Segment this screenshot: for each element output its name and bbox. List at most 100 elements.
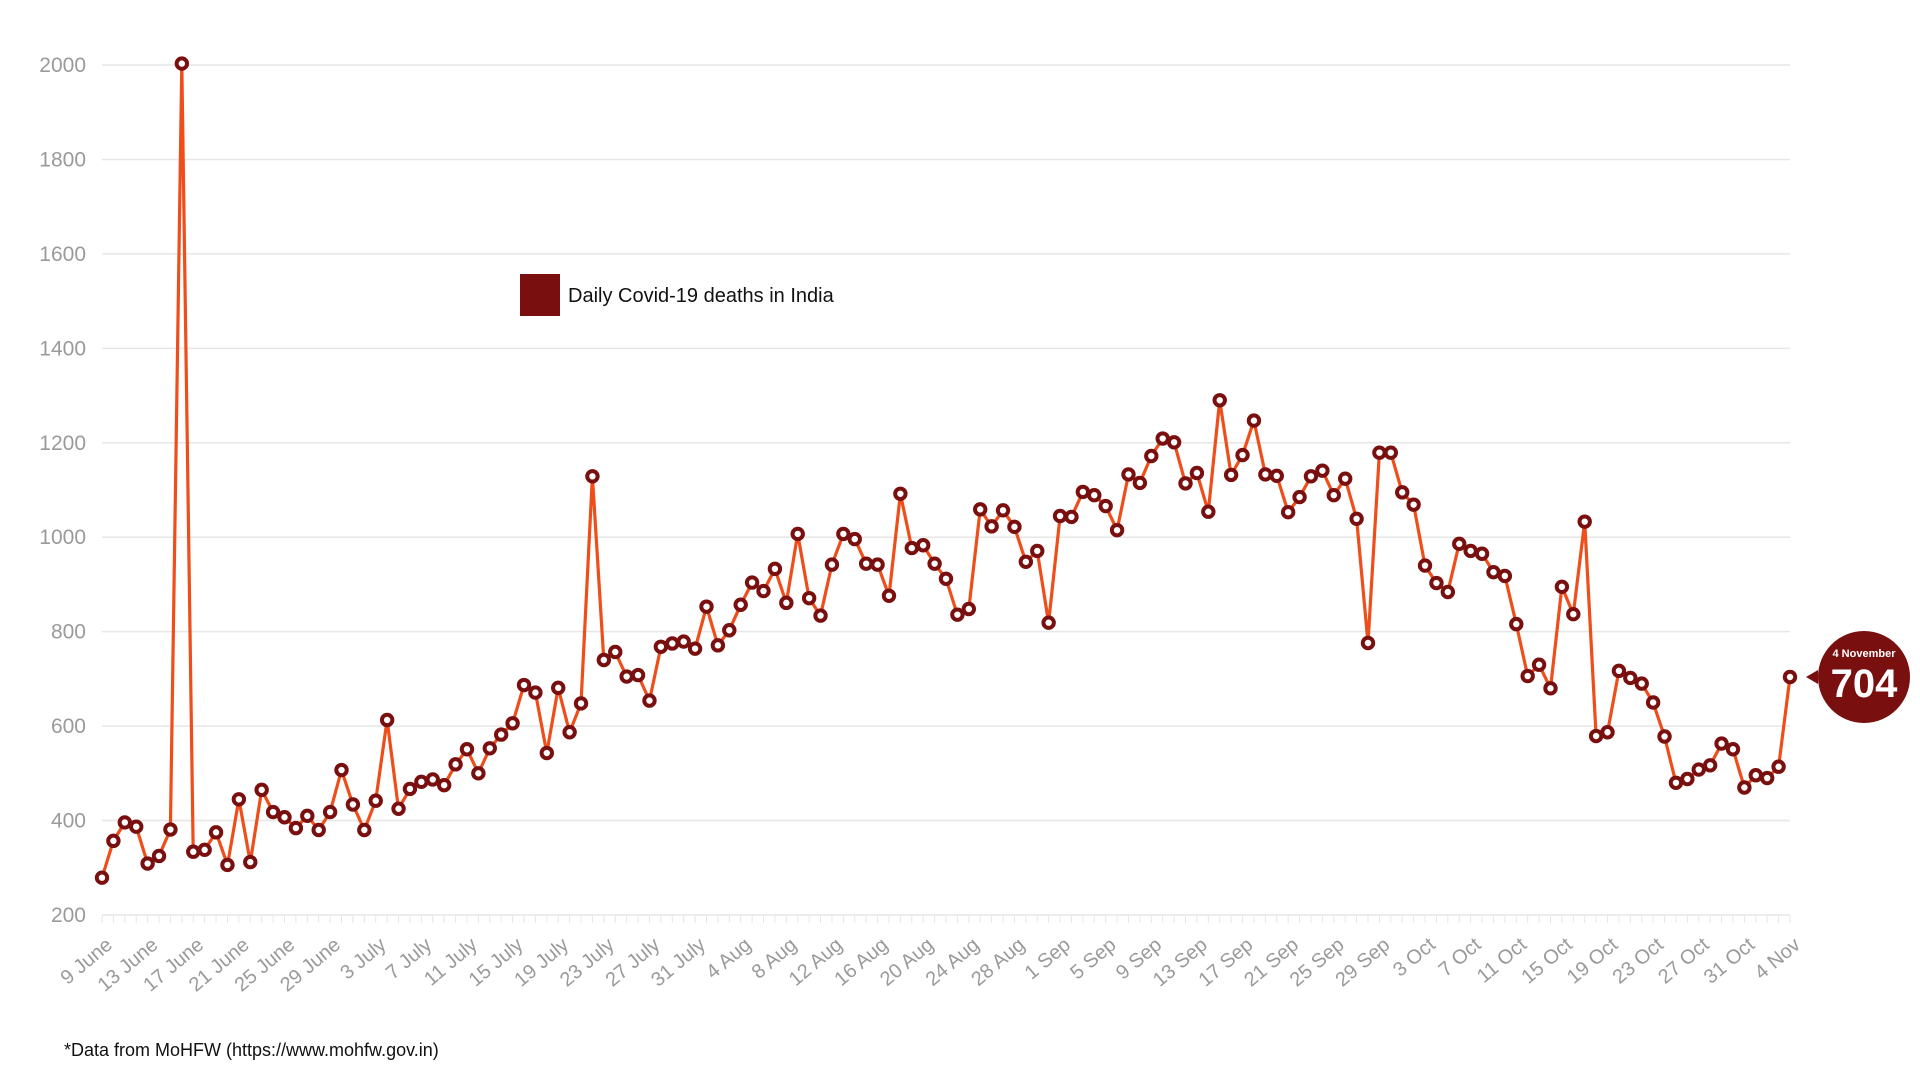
data-point [585, 469, 600, 484]
data-point [1109, 522, 1125, 538]
data-point [300, 808, 315, 824]
data-point [904, 540, 919, 556]
data-point [1543, 681, 1558, 696]
data-point [801, 590, 817, 606]
y-tick-label: 800 [51, 621, 86, 644]
x-tick-label: 11 Oct [1473, 933, 1531, 987]
x-tick-label: 27 Oct [1654, 933, 1714, 988]
data-point [1189, 465, 1205, 481]
data-point [516, 677, 532, 693]
y-tick-label: 1800 [39, 148, 86, 171]
data-point [1440, 584, 1456, 600]
data-point [870, 557, 885, 572]
data-point [1611, 663, 1627, 679]
data-point [1315, 463, 1330, 478]
data-point [767, 561, 783, 577]
data-point [425, 772, 440, 787]
data-point [379, 712, 395, 728]
data-point [744, 575, 760, 590]
data-point [1497, 568, 1513, 584]
data-point [1223, 467, 1239, 483]
callout-circle [1818, 631, 1910, 723]
data-point [1349, 511, 1364, 527]
data-point [94, 870, 110, 885]
data-point [1634, 676, 1649, 691]
data-point [163, 822, 178, 837]
data-point [950, 607, 965, 622]
x-tick-label: 31 Oct [1700, 933, 1760, 988]
data-point [995, 503, 1011, 518]
data-point [893, 486, 908, 501]
data-point [243, 854, 258, 870]
data-point [208, 825, 224, 840]
data-point [973, 502, 988, 517]
data-point [1417, 558, 1433, 573]
data-point [1406, 497, 1421, 512]
data-point [619, 669, 634, 684]
data-point [174, 56, 190, 71]
data-point [254, 782, 269, 798]
data-point [1201, 504, 1216, 519]
data-point [608, 644, 623, 660]
data-point [357, 822, 372, 838]
data-point [1132, 475, 1148, 491]
legend-label: Daily Covid-19 deaths in India [568, 285, 835, 307]
data-point [1337, 471, 1353, 486]
data-point [1520, 668, 1535, 684]
data-point [402, 781, 418, 797]
data-point [915, 538, 931, 553]
data-point [1041, 615, 1056, 630]
x-tick-label: 5 Sep [1066, 934, 1120, 984]
data-point [334, 762, 349, 778]
y-tick-label: 2000 [39, 54, 86, 77]
data-point [1771, 759, 1786, 774]
data-point [961, 601, 977, 617]
data-point [1668, 775, 1684, 790]
data-point [1600, 725, 1615, 740]
data-point [288, 820, 304, 836]
data-point [1064, 509, 1079, 525]
callout-value: 704 [1831, 662, 1898, 706]
data-point [699, 599, 714, 614]
data-point [151, 848, 167, 864]
data-point [1360, 635, 1376, 651]
data-point [1748, 768, 1763, 783]
data-point [482, 741, 497, 756]
data-point [858, 556, 874, 571]
callout-pointer [1806, 670, 1818, 684]
data-point [1452, 536, 1467, 552]
y-tick-label: 400 [51, 810, 86, 833]
data-point [117, 815, 133, 830]
data-point [573, 696, 589, 711]
data-point [528, 685, 543, 700]
data-point [653, 639, 669, 654]
data-point [1691, 762, 1706, 777]
data-point [1680, 771, 1695, 787]
data-point [220, 857, 235, 873]
data-point [471, 766, 486, 781]
data-point [676, 634, 691, 649]
data-point [779, 595, 794, 611]
data-point [1326, 487, 1341, 503]
series-line [100, 62, 1792, 879]
data-point [1588, 728, 1604, 744]
data-point [1554, 579, 1570, 595]
callout-date: 4 November [1833, 648, 1897, 660]
data-point [881, 588, 897, 603]
data-point [1372, 445, 1387, 460]
data-point [687, 641, 703, 656]
data-point [436, 777, 452, 793]
y-tick-label: 1600 [39, 243, 86, 266]
data-point [630, 667, 646, 683]
data-point [813, 608, 828, 623]
y-tick-label: 1000 [39, 526, 86, 549]
chart-legend: Daily Covid-19 deaths in India [520, 274, 835, 316]
data-point [197, 842, 212, 858]
x-tick-label: 4 Nov [1751, 934, 1805, 984]
data-point [345, 797, 361, 812]
data-point [1623, 670, 1638, 686]
data-point [722, 623, 737, 638]
data-point [1657, 729, 1672, 744]
data-point [1292, 489, 1307, 505]
